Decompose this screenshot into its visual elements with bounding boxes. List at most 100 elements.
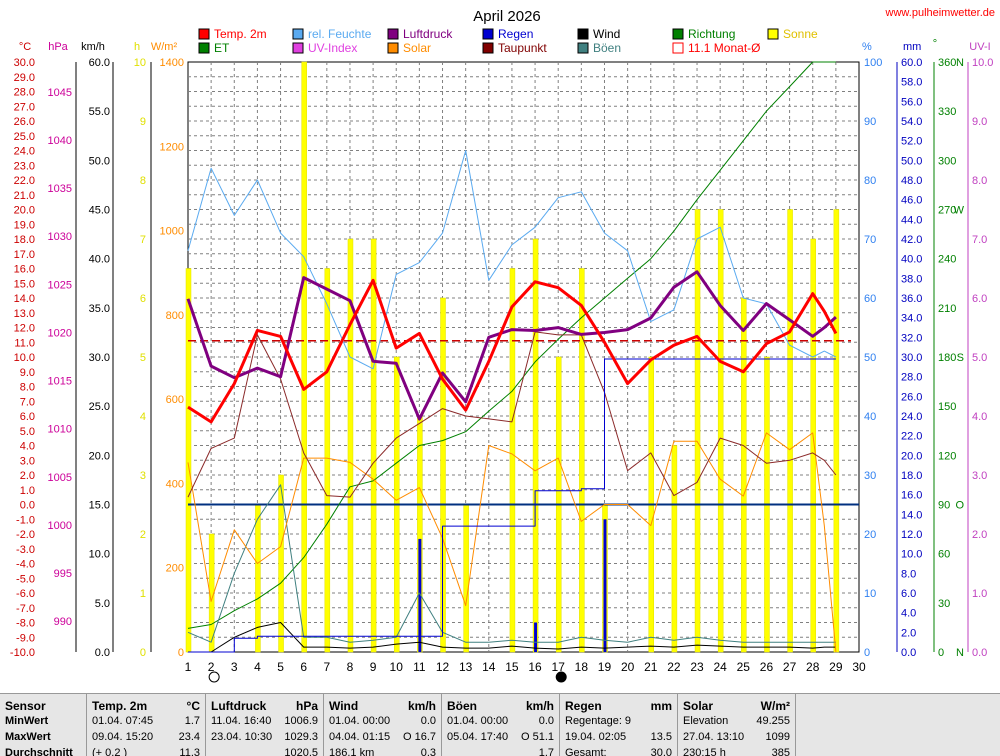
temp-tick-label: -6.0 bbox=[16, 588, 35, 600]
humidity-tick-label: 60 bbox=[864, 293, 876, 305]
day-tick-label: 26 bbox=[760, 660, 774, 674]
wind-tick-label: 30.0 bbox=[89, 352, 110, 364]
pressure-tick-label: 1045 bbox=[48, 87, 72, 99]
legend-swatch bbox=[482, 28, 494, 40]
stats-temp-unit: °C bbox=[186, 699, 200, 713]
temp-tick-label: -3.0 bbox=[16, 544, 35, 556]
temp-tick-label: 5.0 bbox=[20, 426, 35, 438]
day-tick-label: 21 bbox=[644, 660, 658, 674]
wind-tick-label: 25.0 bbox=[89, 401, 110, 413]
sunshine-bar bbox=[463, 504, 469, 653]
series-line-b-en bbox=[187, 484, 836, 643]
wind-tick-label: 5.0 bbox=[95, 598, 110, 610]
sunshine-bar bbox=[278, 474, 284, 653]
temp-tick-label: 15.0 bbox=[14, 278, 35, 290]
legend-label: UV-Index bbox=[308, 41, 357, 55]
day-tick-label: 17 bbox=[552, 660, 566, 674]
pressure-tick-label: 1025 bbox=[48, 279, 72, 291]
pressure-tick-label: 1005 bbox=[48, 472, 72, 484]
wind-tick-label: 10.0 bbox=[89, 549, 110, 561]
solar-axis-unit: W/m² bbox=[151, 41, 178, 53]
wind-tick-label: 55.0 bbox=[89, 106, 110, 118]
legend-label: rel. Feuchte bbox=[308, 27, 372, 41]
sunshine-bar bbox=[370, 238, 377, 653]
day-tick-label: 23 bbox=[690, 660, 704, 674]
day-tick-label: 20 bbox=[621, 660, 635, 674]
temp-tick-label: 28.0 bbox=[14, 87, 35, 99]
temp-tick-label: 8.0 bbox=[20, 382, 35, 394]
stats-wind-min: 01.04. 00:00 0.0 bbox=[329, 715, 436, 727]
temp-tick-label: 24.0 bbox=[14, 146, 35, 158]
temp-tick-label: 16.0 bbox=[14, 264, 35, 276]
wind-tick-label: 40.0 bbox=[89, 254, 110, 266]
pressure-tick-label: 1000 bbox=[48, 520, 72, 532]
solar-tick-label: 400 bbox=[166, 478, 184, 490]
day-tick-label: 28 bbox=[806, 660, 820, 674]
chart-title: April 2026 bbox=[473, 8, 541, 25]
temp-tick-label: 17.0 bbox=[14, 249, 35, 261]
stats-sensor-header: Sensor bbox=[5, 699, 46, 713]
stats-gust-min: 01.04. 00:00 0.0 bbox=[447, 715, 554, 727]
stats-pressure-header: Luftdruck bbox=[211, 699, 267, 713]
direction-tick-label: 60 bbox=[938, 549, 950, 561]
rain-tick-label: 38.0 bbox=[901, 273, 922, 285]
rain-tick-label: 42.0 bbox=[901, 234, 922, 246]
rain-tick-label: 18.0 bbox=[901, 470, 922, 482]
day-tick-label: 14 bbox=[482, 660, 496, 674]
direction-axis-unit: ° bbox=[933, 38, 937, 50]
sunshine-bar bbox=[810, 238, 816, 653]
stats-solar-unit: W/m² bbox=[760, 699, 790, 713]
series-line-rel-feuchte bbox=[187, 150, 837, 370]
stats-solar-avg: 230:15 h 385 bbox=[683, 747, 790, 756]
stats-wind-header: Wind bbox=[329, 699, 359, 713]
wind-tick-label: 0.0 bbox=[95, 647, 110, 659]
humidity-tick-label: 0 bbox=[864, 647, 870, 659]
rain-tick-label: 34.0 bbox=[901, 313, 922, 325]
stats-avg-label: Durchschnitt bbox=[5, 747, 73, 756]
series-line-wind bbox=[188, 622, 836, 653]
sun-tick-label: 0 bbox=[140, 647, 146, 659]
legend-swatch bbox=[482, 42, 494, 54]
sunshine-bar bbox=[717, 209, 724, 653]
legend-swatch bbox=[292, 28, 304, 40]
wind-tick-label: 50.0 bbox=[89, 155, 110, 167]
sun-tick-label: 8 bbox=[140, 175, 146, 187]
day-tick-label: 29 bbox=[829, 660, 843, 674]
uv-tick-label: 6.0 bbox=[972, 293, 987, 305]
rain-tick-label: 20.0 bbox=[901, 450, 922, 462]
stats-pressure-max: 23.04. 10:30 1029.3 bbox=[211, 731, 318, 743]
legend-label: 11.1 Monat-Ø bbox=[688, 41, 760, 55]
direction-tick-label: 150 bbox=[938, 401, 956, 413]
daily-rain-bar bbox=[418, 538, 422, 652]
uv-axis-unit: UV-I bbox=[969, 41, 990, 53]
temp-tick-label: -9.0 bbox=[16, 632, 35, 644]
direction-tick-label: 330 bbox=[938, 106, 956, 118]
rain-tick-label: 10.0 bbox=[901, 549, 922, 561]
legend-swatch bbox=[387, 42, 399, 54]
temp-tick-label: 9.0 bbox=[20, 367, 35, 379]
legend-label: Regen bbox=[498, 27, 533, 41]
compass-label: N bbox=[956, 647, 964, 659]
day-tick-label: 9 bbox=[370, 660, 377, 674]
direction-tick-label: 90 bbox=[938, 500, 950, 512]
temp-tick-label: 26.0 bbox=[14, 116, 35, 128]
series-line-taupunkt bbox=[187, 331, 837, 498]
direction-tick-label: 210 bbox=[938, 303, 956, 315]
temp-tick-label: -10.0 bbox=[10, 647, 35, 659]
day-tick-label: 7 bbox=[323, 660, 330, 674]
compass-label: S bbox=[957, 352, 964, 364]
stats-rain-header: Regen bbox=[565, 699, 602, 713]
humidity-tick-label: 20 bbox=[864, 529, 876, 541]
rain-tick-label: 4.0 bbox=[901, 608, 916, 620]
series-line-temp-2m bbox=[187, 278, 838, 424]
pressure-tick-label: 1020 bbox=[48, 327, 72, 339]
direction-tick-label: 360 bbox=[938, 57, 956, 69]
rain-tick-label: 40.0 bbox=[901, 254, 922, 266]
stats-wind-avg: 186.1 km 0.3 bbox=[329, 747, 436, 756]
temp-tick-label: 20.0 bbox=[14, 205, 35, 217]
stats-temp-max: 09.04. 15:20 23.4 bbox=[92, 731, 200, 743]
day-tick-label: 16 bbox=[528, 660, 542, 674]
legend-swatch bbox=[198, 28, 210, 40]
legend-label: Wind bbox=[593, 27, 620, 41]
full-moon-icon bbox=[208, 671, 220, 683]
